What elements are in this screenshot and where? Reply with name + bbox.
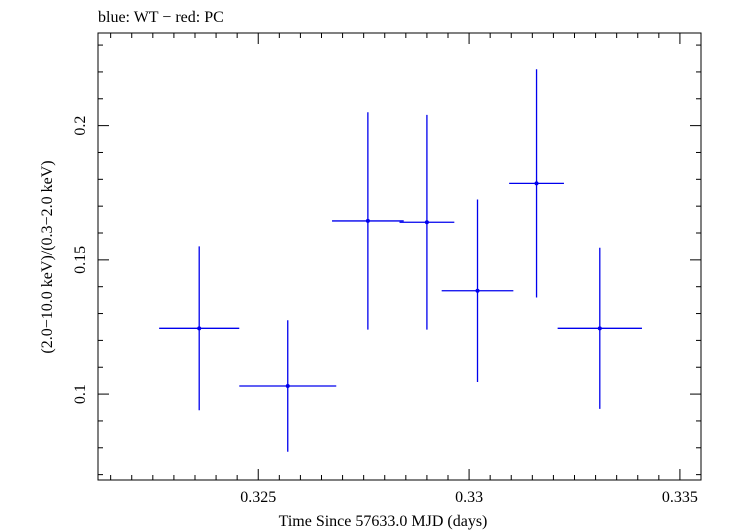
data-point xyxy=(557,247,642,409)
data-marker xyxy=(534,181,539,186)
axes: 0.325 0.33 0.335 0.1 0.15 0.2 xyxy=(72,32,702,506)
data-marker xyxy=(365,218,370,223)
chart-title: blue: WT − red: PC xyxy=(98,9,224,26)
y-axis-label: (2.0−10.0 keV)/(0.3−2.0 keV) xyxy=(39,160,56,353)
x-tick-label: 0.335 xyxy=(662,489,698,506)
data-point xyxy=(159,246,240,411)
data-marker xyxy=(424,220,429,225)
data-marker xyxy=(475,288,480,293)
data-marker xyxy=(197,326,202,331)
data-point xyxy=(441,199,514,383)
y-tick-label: 0.1 xyxy=(72,384,89,404)
data-marker xyxy=(597,326,602,331)
y-tick-label: 0.2 xyxy=(72,116,89,136)
data-marks xyxy=(159,69,642,452)
plot-frame xyxy=(97,32,702,481)
y-tick-label: 0.15 xyxy=(72,246,89,274)
x-tick-label: 0.325 xyxy=(240,489,276,506)
x-axis-label: Time Since 57633.0 MJD (days) xyxy=(279,513,488,530)
data-point xyxy=(509,69,564,298)
data-marker xyxy=(285,384,290,389)
x-tick-label: 0.33 xyxy=(455,489,483,506)
data-point xyxy=(239,320,337,452)
data-point xyxy=(399,114,455,330)
data-point xyxy=(332,112,404,330)
